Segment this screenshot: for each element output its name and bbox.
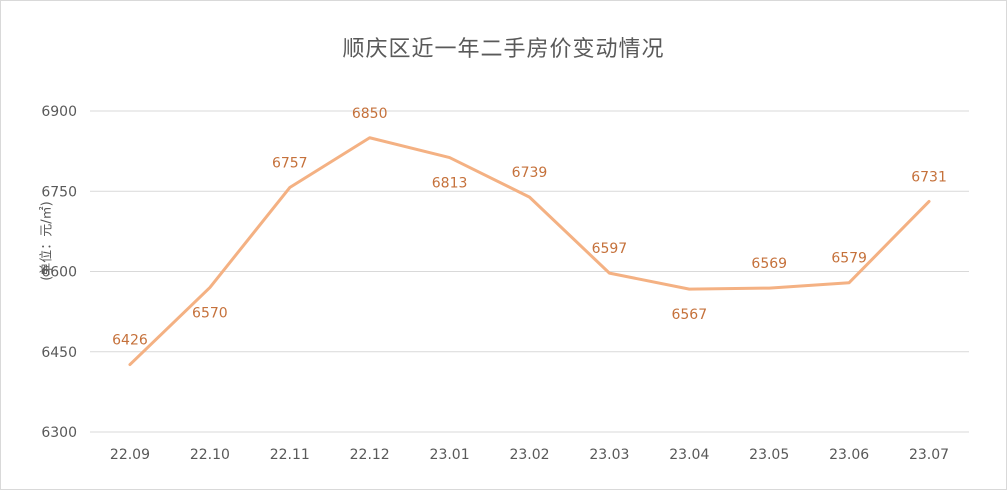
data-label: 6757	[272, 156, 308, 172]
chart-title: 顺庆区近一年二手房价变动情况	[342, 37, 665, 62]
data-label: 6569	[751, 256, 787, 272]
series-line	[128, 136, 931, 367]
data-label: 6739	[512, 165, 548, 181]
y-tick-label: 6600	[41, 265, 77, 281]
data-label: 6597	[592, 241, 628, 257]
y-tick-label: 6750	[41, 184, 77, 200]
x-tick-label: 22.10	[190, 447, 230, 463]
x-tick-label: 22.11	[270, 447, 310, 463]
x-tick-label: 22.12	[350, 447, 390, 463]
data-label: 6570	[192, 306, 228, 322]
x-tick-label: 23.01	[430, 447, 470, 463]
x-tick-label: 23.04	[669, 447, 709, 463]
x-tick-label: 23.02	[509, 447, 549, 463]
x-tick-label: 23.05	[749, 447, 789, 463]
data-label: 6567	[671, 307, 707, 323]
y-tick-label: 6450	[41, 345, 77, 361]
data-label: 6850	[352, 106, 388, 122]
data-label: 6813	[432, 176, 468, 192]
data-label: 6731	[911, 169, 947, 185]
data-label: 6426	[112, 333, 148, 349]
y-tick-label: 6300	[41, 425, 77, 441]
x-tick-label: 23.06	[829, 447, 869, 463]
x-tick-label: 23.07	[909, 447, 949, 463]
x-tick-label: 23.03	[589, 447, 629, 463]
y-tick-label: 6900	[41, 104, 77, 120]
data-label: 6579	[831, 251, 867, 267]
x-tick-label: 22.09	[110, 447, 150, 463]
